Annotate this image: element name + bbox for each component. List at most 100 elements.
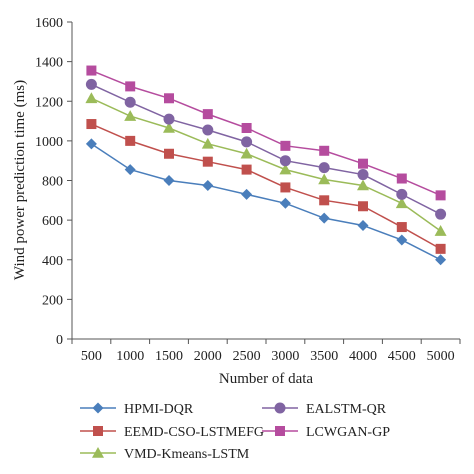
series-lcwgan-gp (86, 65, 446, 201)
data-point (85, 78, 97, 90)
data-point (435, 208, 447, 220)
x-tick-label: 500 (81, 349, 102, 364)
data-point (396, 188, 408, 200)
y-tick-label: 1200 (35, 95, 63, 110)
data-point (396, 222, 407, 233)
legend: HPMI-DQR EEMD-CSO-LSTMEFG VMD-Kmeans-LSTM E… (80, 402, 390, 462)
data-point (358, 201, 368, 212)
data-point (318, 173, 331, 185)
data-point (318, 212, 330, 224)
data-point (279, 163, 292, 175)
tick-labels: 0 200 400 600 800 1000 1200 1400 1600 500 1000 1500… (35, 16, 455, 364)
data-point (86, 119, 97, 130)
x-tick-label: 2000 (194, 349, 222, 364)
legend-marker (274, 402, 286, 414)
x-tick-label: 1000 (116, 349, 144, 364)
data-point (319, 195, 330, 206)
data-point (435, 254, 447, 266)
legend-marker (275, 426, 285, 436)
data-point (125, 135, 136, 146)
data-point (396, 173, 407, 184)
data-point (280, 140, 291, 151)
series-line (91, 123, 441, 250)
series-vmd-kmeans-lstm (85, 92, 447, 236)
series-hpmi-dqr (85, 138, 447, 266)
data-point (163, 113, 175, 125)
legend-item: HPMI-DQR (80, 402, 194, 417)
y-tick-label: 1000 (35, 135, 63, 150)
y-tick-label: 0 (56, 333, 63, 348)
legend-item: LCWGAN-GP (262, 425, 390, 440)
data-point (163, 175, 175, 186)
x-tick-label: 2500 (233, 349, 261, 364)
data-point (357, 179, 369, 191)
data-point (125, 81, 136, 92)
data-point (241, 188, 253, 200)
y-tick-label: 200 (42, 293, 63, 308)
x-tick-label: 4000 (349, 349, 377, 364)
legend-label: VMD-Kmeans-LSTM (124, 447, 250, 462)
series-eemd-cso-lstmefg (86, 119, 446, 254)
legend-label: EALSTM-QR (306, 402, 387, 417)
legend-marker (92, 402, 104, 414)
x-axis-title: Number of data (219, 371, 313, 387)
series-ealstm-qr (85, 78, 447, 220)
data-point (357, 219, 369, 231)
data-point (279, 197, 291, 209)
data-point (124, 164, 136, 176)
y-tick-label: 600 (42, 214, 63, 229)
legend-item: EEMD-CSO-LSTMEFG (80, 425, 264, 440)
data-point (241, 122, 252, 133)
data-point (279, 155, 291, 167)
x-tick-label: 5000 (427, 349, 455, 364)
series-line (91, 83, 441, 215)
data-point (435, 190, 446, 201)
data-point (241, 164, 252, 175)
x-tick-label: 3500 (310, 349, 338, 364)
legend-marker (93, 426, 103, 436)
legend-label: EEMD-CSO-LSTMEFG (124, 425, 264, 440)
data-point (202, 109, 213, 120)
legend-marker (92, 447, 104, 458)
data-point (124, 110, 137, 121)
legend-item: EALSTM-QR (262, 402, 387, 417)
data-point (280, 182, 291, 193)
data-point (164, 93, 174, 104)
legend-label: LCWGAN-GP (306, 425, 390, 440)
data-point (240, 147, 253, 159)
data-point (201, 137, 214, 149)
y-tick-label: 1400 (35, 56, 63, 71)
x-tick-label: 1500 (155, 349, 183, 364)
data-point (435, 243, 446, 254)
x-tick-label: 4500 (388, 349, 416, 364)
legend-label: HPMI-DQR (124, 402, 194, 417)
data-point (395, 197, 408, 209)
data-point (396, 234, 408, 246)
data-point (163, 121, 175, 133)
y-tick-label: 400 (42, 254, 63, 269)
y-tick-label: 800 (42, 175, 63, 190)
data-point (202, 156, 213, 167)
series-layer (85, 65, 447, 266)
data-point (85, 92, 98, 104)
data-point (202, 124, 214, 136)
data-point (164, 148, 174, 159)
x-tick-label: 3000 (271, 349, 299, 364)
data-point (241, 136, 253, 148)
y-axis-title: Wind power prediction time (ms) (12, 80, 28, 280)
axes (67, 21, 461, 344)
data-point (319, 145, 330, 156)
series-line (91, 69, 441, 197)
legend-item: VMD-Kmeans-LSTM (80, 447, 250, 462)
data-point (86, 65, 97, 76)
data-point (85, 138, 97, 150)
data-point (357, 169, 369, 181)
data-point (434, 225, 447, 236)
data-point (202, 179, 214, 191)
data-point (124, 96, 136, 108)
series-line (91, 97, 442, 232)
data-point (318, 162, 330, 174)
y-tick-label: 1600 (35, 16, 63, 31)
data-point (358, 158, 368, 169)
